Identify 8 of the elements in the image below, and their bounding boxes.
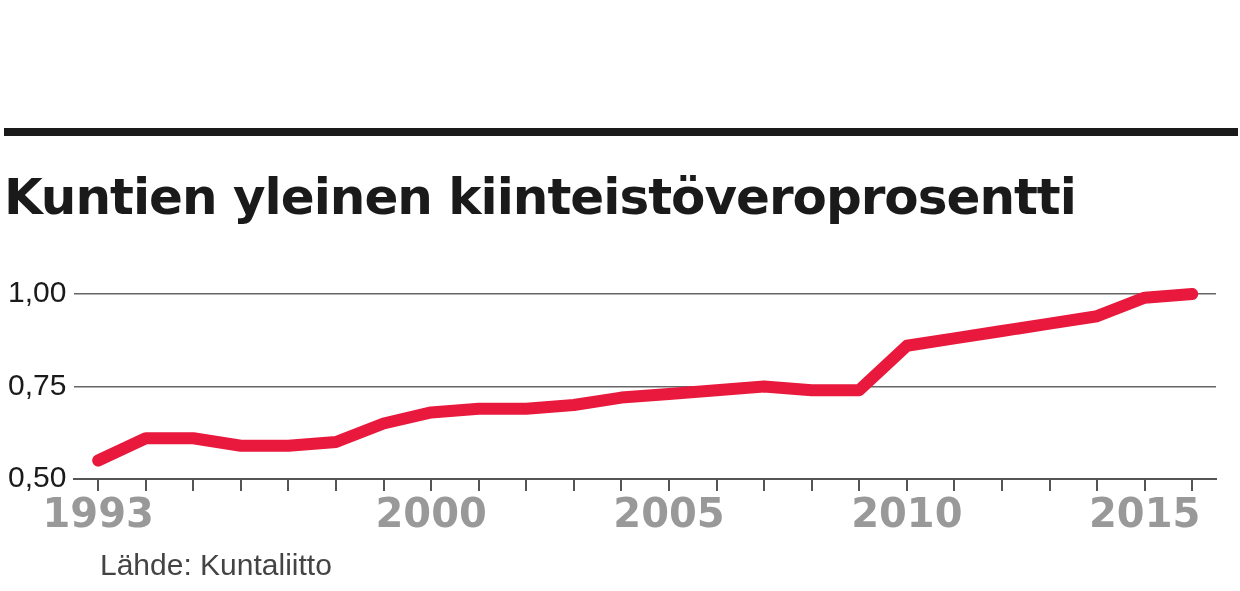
x-tick-label: 2005 <box>613 490 725 537</box>
y-tick-label: 0,75 <box>8 367 67 401</box>
text: Lähde: Kuntaliitto <box>100 548 332 582</box>
x-tick-label: 2010 <box>851 490 963 537</box>
x-tick-label: 2015 <box>1088 490 1201 537</box>
x-tick-label: 2000 <box>375 490 487 537</box>
y-tick-label: 1,00 <box>8 275 67 309</box>
chart-title: Kuntien yleinen kiinteistöveroprosentti <box>4 168 1076 226</box>
